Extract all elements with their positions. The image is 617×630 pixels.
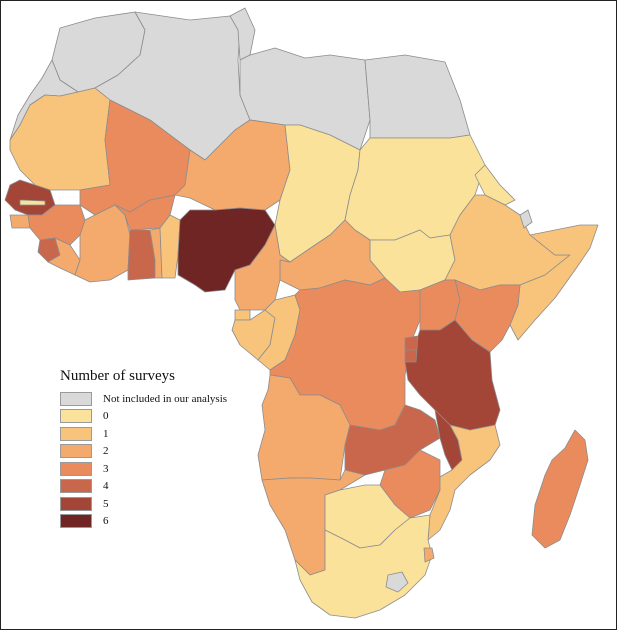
region-rwanda[interactable] xyxy=(404,335,419,351)
region-eswatini[interactable] xyxy=(423,547,435,563)
legend-item: Not included in our analysis xyxy=(60,390,227,408)
region-madagascar[interactable] xyxy=(531,429,589,549)
legend-swatch xyxy=(60,426,92,441)
legend-item: 6 xyxy=(60,513,227,531)
legend-item: 1 xyxy=(60,425,227,443)
legend-swatch xyxy=(60,461,92,476)
legend-label: Not included in our analysis xyxy=(103,392,228,405)
region-lesotho[interactable] xyxy=(385,571,409,593)
region-liberia[interactable] xyxy=(47,237,81,276)
legend-label: 6 xyxy=(103,515,109,528)
legend-label: 3 xyxy=(103,462,109,475)
legend-item: 3 xyxy=(60,460,227,478)
legend-label: 2 xyxy=(103,445,109,458)
legend-swatch xyxy=(60,444,92,459)
legend-item: 2 xyxy=(60,443,227,461)
region-kenya[interactable] xyxy=(454,279,521,353)
legend-label: 4 xyxy=(103,480,109,493)
legend-swatch xyxy=(60,496,92,511)
legend-swatch xyxy=(60,391,92,406)
legend-label: 1 xyxy=(103,427,109,440)
region-somalia[interactable] xyxy=(509,224,599,341)
region-djibouti[interactable] xyxy=(519,209,533,229)
legend-label: 5 xyxy=(103,497,109,510)
legend-item: 5 xyxy=(60,495,227,513)
legend-item: 0 xyxy=(60,408,227,426)
region-mozambique[interactable] xyxy=(427,424,501,541)
legend-item: 4 xyxy=(60,478,227,496)
region-benin[interactable] xyxy=(159,214,181,279)
legend-label: 0 xyxy=(103,410,109,423)
legend-swatch xyxy=(60,409,92,424)
region-gambia[interactable] xyxy=(19,199,46,206)
map-legend: Number of surveys Not included in our an… xyxy=(60,368,227,530)
legend-title: Number of surveys xyxy=(60,368,175,384)
region-guinea-bissau[interactable] xyxy=(9,214,31,229)
region-togo[interactable] xyxy=(149,227,163,279)
legend-swatch xyxy=(60,479,92,494)
region-equatorial-guinea[interactable] xyxy=(234,309,251,321)
region-egypt[interactable] xyxy=(364,54,471,139)
legend-swatch xyxy=(60,514,92,529)
